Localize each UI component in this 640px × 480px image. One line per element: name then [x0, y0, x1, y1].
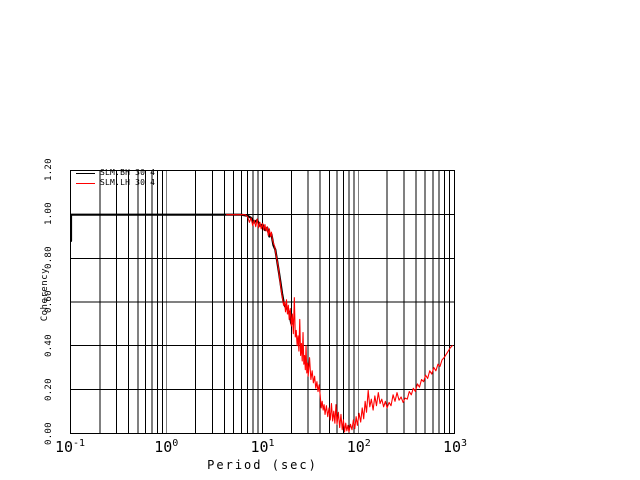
legend-entry: SLM.BH 30 4 [76, 169, 155, 177]
x-tick-label: 103 [442, 438, 468, 456]
legend: SLM.BH 30 4 SLM.LH 30 4 [76, 169, 155, 187]
y-tick-label: 0.80 [44, 246, 54, 270]
series-line-1 [225, 214, 453, 433]
legend-swatch-icon [76, 172, 95, 174]
y-tick-label: 0.40 [44, 334, 54, 358]
legend-entry: SLM.LH 30 4 [76, 179, 155, 187]
y-tick-label: 1.00 [44, 202, 54, 226]
legend-label: SLM.BH 30 4 [100, 168, 156, 177]
series-line-0 [71, 213, 293, 325]
y-tick-label: 0.20 [44, 378, 54, 402]
plot-area [70, 170, 455, 434]
x-axis-title: Period (sec) [207, 458, 318, 472]
x-tick-label: 102 [346, 438, 371, 456]
legend-swatch-icon [76, 182, 95, 184]
legend-label: SLM.LH 30 4 [100, 178, 156, 187]
y-tick-label: 0.60 [44, 290, 54, 314]
x-tick-label: 100 [154, 438, 179, 456]
y-tick-label: 1.20 [44, 158, 54, 182]
x-tick-label: 101 [250, 438, 275, 456]
x-tick-label: 10-1 [54, 438, 86, 456]
data-series-layer [71, 213, 453, 433]
